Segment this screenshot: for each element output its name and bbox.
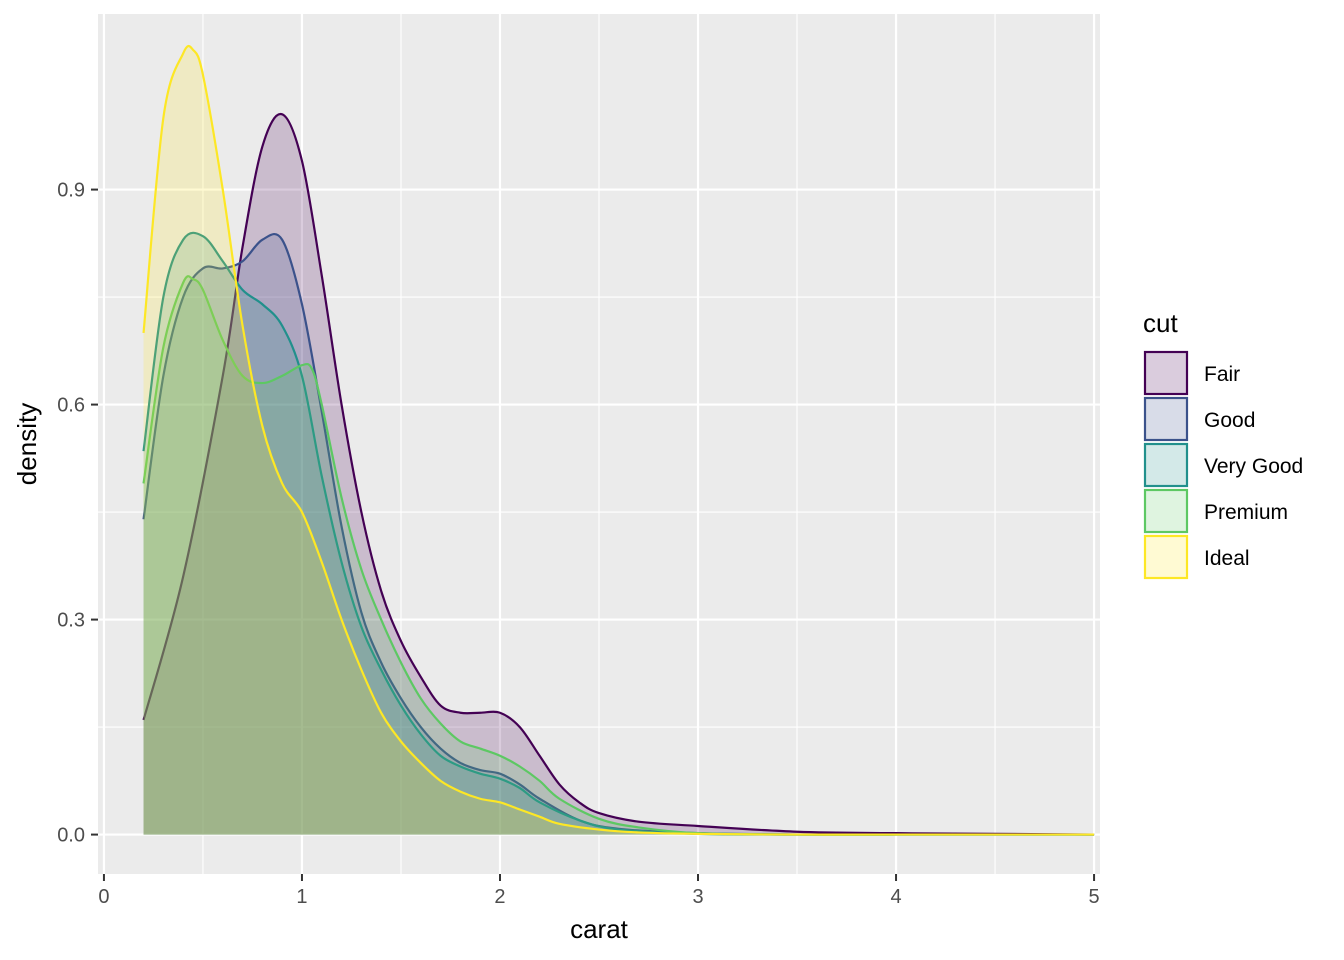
y-tick-label: 0.0 [57, 825, 85, 847]
legend-key-ideal [1143, 534, 1189, 580]
x-tick-label: 3 [692, 886, 703, 908]
density-series [142, 44, 1095, 836]
density-area-good [143, 234, 1095, 835]
density-area-premium [143, 276, 1095, 835]
minor-grid [98, 14, 1100, 874]
legend-title: cut [1143, 308, 1178, 338]
legend-key-bg-good [1145, 398, 1187, 440]
legend-key-bg-ideal [1145, 536, 1187, 578]
legend-key-very-good [1143, 442, 1189, 488]
legend-label-good: Good [1204, 409, 1255, 432]
legend-key-bg-premium [1145, 490, 1187, 532]
x-axis: 0 1 2 3 4 5 [98, 874, 1100, 908]
legend-label-fair: Fair [1204, 363, 1240, 386]
y-tick-label: 0.3 [57, 610, 85, 632]
x-tick-label: 2 [494, 886, 505, 908]
legend: cut Fair Good Very Good Premium Ideal [1143, 308, 1303, 580]
x-tick-label: 0 [98, 886, 109, 908]
density-area-ideal [143, 46, 1095, 835]
density-area-fair [143, 114, 1095, 835]
density-line-fair [142, 113, 1095, 836]
major-grid [98, 14, 1100, 874]
legend-key-premium [1143, 488, 1189, 534]
legend-key-fair [1143, 350, 1189, 396]
density-area-very-good [143, 232, 1095, 835]
y-tick-label: 0.6 [57, 395, 85, 417]
legend-label-very-good: Very Good [1204, 455, 1303, 478]
legend-key-good [1143, 396, 1189, 442]
legend-label-premium: Premium [1204, 501, 1288, 524]
legend-key-bg-very-good [1145, 444, 1187, 486]
legend-label-ideal: Ideal [1204, 547, 1250, 570]
legend-key-bg-fair [1145, 352, 1187, 394]
density-line-ideal [142, 44, 1095, 836]
y-axis: 0.0 0.3 0.6 0.9 [57, 180, 98, 847]
y-axis-title: density [12, 403, 42, 485]
density-line-premium [142, 275, 1095, 836]
x-tick-label: 5 [1088, 886, 1099, 908]
x-axis-title: carat [570, 914, 629, 944]
y-tick-label: 0.9 [57, 180, 85, 202]
x-tick-label: 1 [296, 886, 307, 908]
x-tick-label: 4 [890, 886, 901, 908]
